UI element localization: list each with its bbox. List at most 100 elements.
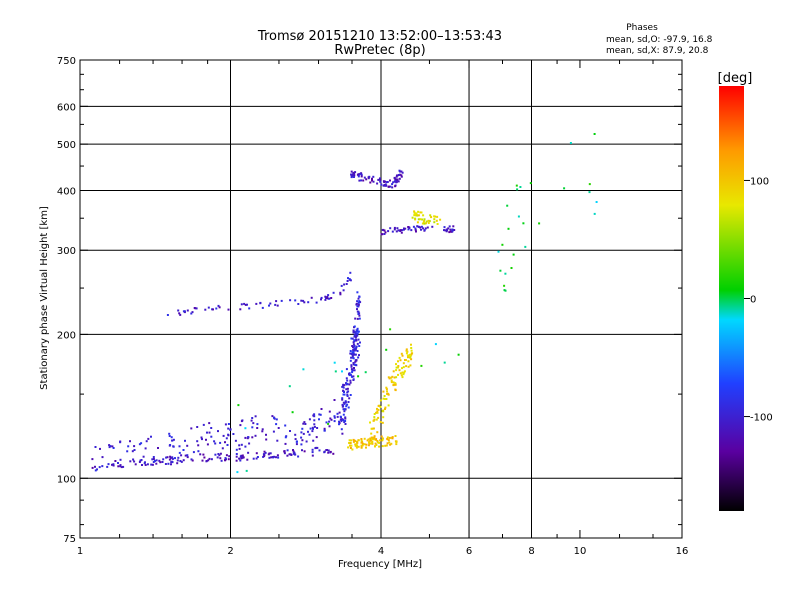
data-point bbox=[241, 456, 244, 459]
data-point bbox=[376, 440, 379, 442]
data-point bbox=[358, 179, 361, 182]
data-point bbox=[351, 337, 354, 340]
data-point bbox=[150, 463, 153, 466]
data-point bbox=[356, 173, 359, 176]
data-point bbox=[302, 299, 305, 302]
data-point bbox=[152, 461, 155, 463]
data-point bbox=[273, 416, 275, 419]
data-point bbox=[330, 297, 333, 299]
data-point bbox=[316, 446, 319, 449]
data-point bbox=[393, 177, 396, 180]
data-point bbox=[352, 331, 355, 334]
data-point bbox=[382, 416, 385, 419]
data-point bbox=[430, 216, 433, 219]
data-point bbox=[447, 227, 450, 230]
data-point bbox=[265, 438, 268, 441]
data-point bbox=[357, 297, 360, 300]
data-point bbox=[387, 404, 390, 407]
minor-ticks bbox=[80, 60, 682, 538]
data-point bbox=[261, 430, 264, 433]
data-point bbox=[433, 215, 436, 218]
data-point bbox=[343, 410, 346, 413]
data-point bbox=[213, 440, 216, 443]
data-point bbox=[240, 457, 243, 460]
data-point bbox=[387, 439, 390, 442]
data-point bbox=[238, 457, 241, 460]
data-point bbox=[429, 214, 432, 217]
data-point bbox=[443, 226, 446, 229]
data-point bbox=[254, 415, 257, 418]
data-point bbox=[133, 445, 136, 448]
data-point bbox=[394, 185, 397, 188]
data-point bbox=[390, 381, 393, 384]
data-point bbox=[384, 180, 386, 183]
data-point bbox=[373, 416, 376, 419]
data-point bbox=[384, 444, 387, 447]
data-point bbox=[563, 187, 566, 190]
data-point bbox=[356, 300, 359, 303]
data-point bbox=[114, 460, 117, 462]
data-point bbox=[329, 417, 332, 420]
data-point bbox=[405, 365, 408, 368]
data-point bbox=[385, 398, 388, 400]
data-point bbox=[206, 431, 208, 434]
data-point bbox=[417, 210, 420, 213]
data-point bbox=[414, 228, 417, 231]
data-point bbox=[376, 410, 379, 413]
data-point bbox=[275, 300, 278, 303]
data-point bbox=[392, 381, 395, 384]
data-point bbox=[371, 177, 373, 180]
data-point bbox=[351, 355, 354, 357]
data-point bbox=[277, 427, 280, 429]
data-point bbox=[407, 356, 409, 359]
data-point bbox=[422, 227, 425, 230]
data-point bbox=[247, 436, 250, 439]
data-point bbox=[139, 459, 142, 462]
data-point bbox=[318, 413, 321, 416]
data-point bbox=[399, 372, 402, 375]
data-point bbox=[425, 220, 428, 223]
data-point bbox=[179, 313, 182, 316]
data-point bbox=[112, 463, 115, 466]
data-points bbox=[91, 133, 598, 474]
data-point bbox=[178, 312, 181, 315]
data-point bbox=[166, 456, 169, 459]
data-point bbox=[284, 424, 287, 427]
data-point bbox=[146, 463, 149, 466]
data-point bbox=[342, 386, 345, 389]
data-point bbox=[214, 453, 217, 456]
data-point bbox=[106, 465, 109, 468]
data-point bbox=[524, 245, 527, 248]
data-point bbox=[354, 336, 357, 339]
data-point bbox=[360, 441, 363, 444]
data-point bbox=[407, 228, 410, 231]
data-point bbox=[368, 175, 371, 178]
data-point bbox=[374, 442, 377, 445]
data-point bbox=[323, 451, 326, 454]
data-point bbox=[372, 175, 375, 178]
data-point bbox=[168, 458, 171, 461]
data-point bbox=[341, 403, 344, 406]
data-point bbox=[280, 299, 283, 302]
data-point bbox=[515, 184, 518, 187]
data-point bbox=[256, 423, 259, 426]
data-point bbox=[354, 348, 357, 351]
data-point bbox=[371, 440, 374, 443]
data-point bbox=[167, 462, 170, 465]
data-point bbox=[140, 459, 143, 461]
data-point bbox=[341, 398, 344, 401]
data-point bbox=[210, 435, 213, 438]
data-point bbox=[352, 440, 355, 443]
data-point bbox=[389, 185, 392, 188]
data-point bbox=[358, 295, 361, 298]
data-point bbox=[350, 439, 352, 442]
data-point bbox=[382, 228, 385, 231]
data-point bbox=[517, 215, 520, 218]
data-point bbox=[421, 222, 424, 225]
data-point bbox=[355, 303, 358, 306]
x-tick-label: 2 bbox=[227, 546, 233, 557]
data-point bbox=[327, 422, 330, 425]
data-point bbox=[436, 223, 439, 225]
colorbar-tick-label: 0 bbox=[750, 295, 756, 306]
data-point bbox=[356, 291, 359, 294]
